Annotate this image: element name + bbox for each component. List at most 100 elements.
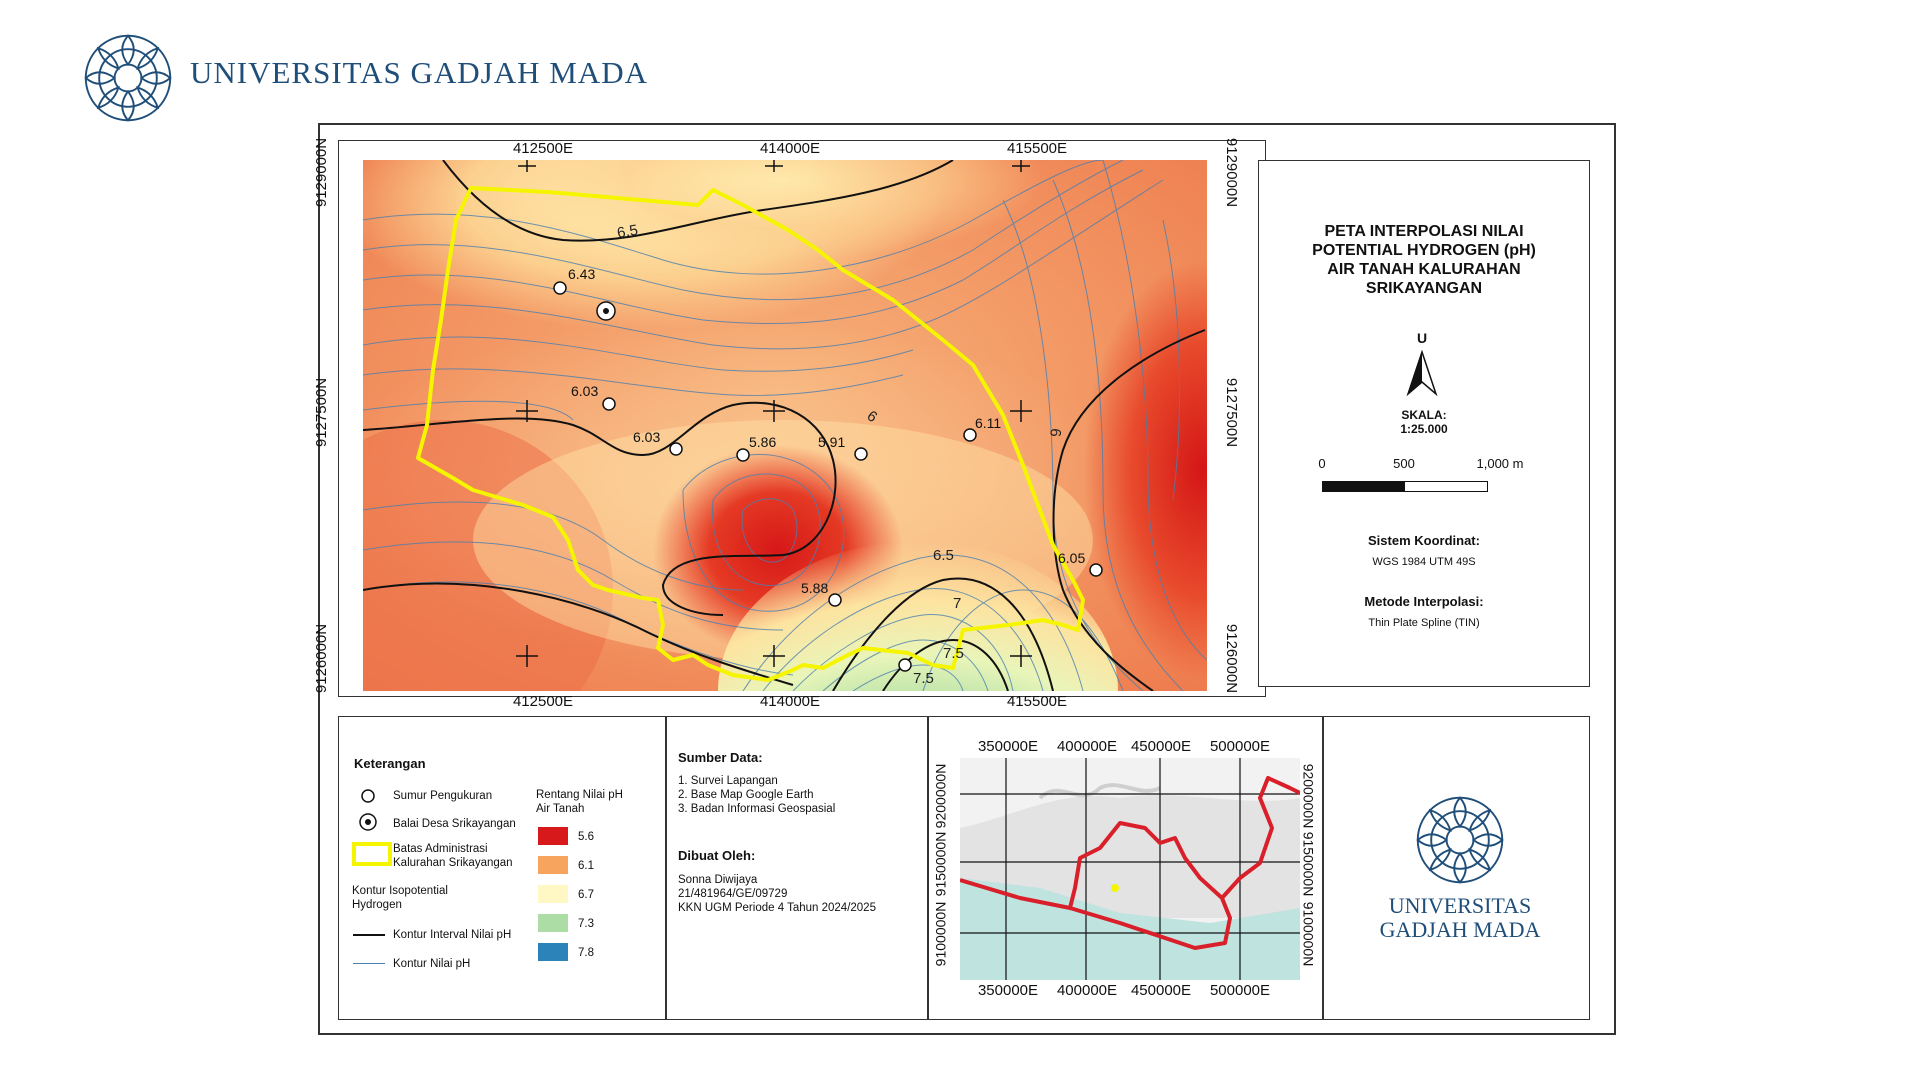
inset-coord-top: 350000E: [977, 738, 1039, 755]
scale-bar: [1404, 481, 1488, 492]
source-item: 1. Survei Lapangan: [678, 775, 778, 787]
bottom-panel: [338, 716, 1590, 1020]
sample-label: 6.03: [571, 383, 598, 399]
contour-label: 6: [1046, 428, 1064, 438]
sample-label: 5.86: [749, 434, 776, 450]
contour-value-line-icon: [353, 963, 385, 964]
coord-bottom: 412500E: [512, 693, 574, 710]
inset-coord-right: 9150000N: [1300, 831, 1317, 897]
sample-point: [736, 448, 750, 462]
scale-tick: 500: [1393, 456, 1415, 471]
well-symbol-icon: [361, 789, 375, 803]
sample-point: [669, 442, 683, 456]
university-name: UNIVERSITAS GADJAH MADA: [190, 55, 648, 90]
inset-coord-right: 9200000N: [1300, 763, 1317, 829]
sources-heading: Sumber Data:: [678, 750, 763, 765]
inset-coord-right: 9100000N: [1300, 901, 1317, 967]
boundary-symbol-icon: [352, 842, 392, 866]
legend-well: Sumur Pengukuran: [393, 790, 493, 802]
legend-contour-value: Kontur Nilai pH: [393, 958, 471, 970]
inset-coord-top: 500000E: [1209, 738, 1271, 755]
inset-coord-left: 9150000N: [932, 831, 949, 897]
coord-right: 9127500N: [1223, 377, 1241, 448]
contour-interval-line-icon: [353, 934, 385, 936]
legend-boundary: Batas Administrasi Kalurahan Srikayangan: [393, 843, 513, 869]
coord-top: 415500E: [1006, 140, 1068, 157]
footer-university-name: UNIVERSITAS GADJAH MADA: [1379, 893, 1541, 942]
sample-point: [898, 658, 912, 672]
study-area-marker: [1111, 884, 1119, 892]
range-swatch: [538, 943, 568, 961]
coord-bottom: 415500E: [1006, 693, 1068, 710]
contour-label: 7.5: [943, 645, 964, 662]
map-title: PETA INTERPOLASI NILAI POTENTIAL HYDROGE…: [1312, 223, 1536, 297]
divider: [927, 716, 929, 1020]
inset-coord-bottom: 350000E: [977, 982, 1039, 999]
inset-coord-top: 400000E: [1056, 738, 1118, 755]
coord-right: 9126000N: [1223, 623, 1241, 694]
crs-value: WGS 1984 UTM 49S: [1372, 556, 1476, 568]
village-hall-marker: [596, 301, 616, 321]
author-line: KKN UGM Periode 4 Tahun 2024/2025: [678, 902, 876, 914]
inset-coord-left: 9100000N: [932, 901, 949, 967]
contour-label: 6.5: [616, 222, 639, 242]
legend-contour-heading: Kontur Isopotential Hydrogen: [352, 885, 448, 911]
coord-left: 9129000N: [313, 137, 331, 208]
coord-top: 412500E: [512, 140, 574, 157]
coord-left: 9126000N: [313, 623, 331, 694]
crs-heading: Sistem Koordinat:: [1368, 533, 1480, 548]
village-hall-icon: [359, 813, 377, 831]
coord-bottom: 414000E: [759, 693, 821, 710]
legend-village-hall: Balai Desa Srikayangan: [393, 818, 516, 830]
method-value: Thin Plate Spline (TIN): [1368, 617, 1480, 629]
coord-top: 414000E: [759, 140, 821, 157]
range-label: 6.1: [578, 860, 594, 872]
divider: [665, 716, 667, 1020]
sample-point: [553, 281, 567, 295]
inset-coord-bottom: 400000E: [1056, 982, 1118, 999]
inset-coord-bottom: 500000E: [1209, 982, 1271, 999]
legend-range-heading: Rentang Nilai pH Air Tanah: [536, 789, 623, 815]
range-swatch: [538, 856, 568, 874]
title-panel: [1258, 160, 1590, 687]
inset-map: [960, 758, 1300, 980]
range-swatch: [538, 827, 568, 845]
inset-coord-left: 9200000N: [932, 763, 949, 829]
village-boundary: [416, 186, 1085, 682]
range-label: 7.3: [578, 918, 594, 930]
source-item: 3. Badan Informasi Geospasial: [678, 803, 836, 815]
contour-label: 7: [953, 595, 961, 612]
range-swatch: [538, 914, 568, 932]
sample-point: [1089, 563, 1103, 577]
sample-point: [602, 397, 616, 411]
coord-right: 9129000N: [1223, 137, 1241, 208]
north-label: U: [1416, 330, 1428, 346]
method-heading: Metode Interpolasi:: [1364, 594, 1484, 609]
sample-label: 6.03: [633, 429, 660, 445]
sample-label: 6.05: [1058, 550, 1085, 566]
source-item: 2. Base Map Google Earth: [678, 789, 814, 801]
divider: [1322, 716, 1324, 1020]
sample-point: [828, 593, 842, 607]
author-line: 21/481964/GE/09729: [678, 888, 788, 900]
province-boundary: [960, 776, 1300, 950]
sample-point: [963, 428, 977, 442]
range-swatch: [538, 885, 568, 903]
sample-label: 6.43: [568, 266, 595, 282]
range-label: 7.8: [578, 947, 594, 959]
inset-coord-top: 450000E: [1130, 738, 1192, 755]
sample-point: [854, 447, 868, 461]
scale-bar: [1322, 481, 1406, 492]
author-heading: Dibuat Oleh:: [678, 848, 756, 863]
range-label: 6.7: [578, 889, 594, 901]
contour-label: 6.5: [933, 547, 954, 564]
scale-tick: 1,000 m: [1476, 456, 1524, 471]
map-frame: [338, 140, 1266, 697]
legend-contour-interval: Kontur Interval Nilai pH: [393, 929, 512, 941]
author-line: Sonna Diwijaya: [678, 874, 758, 886]
range-label: 5.6: [578, 831, 594, 843]
main-map: 6.5 6 6 6.5 7 7.5 7.5 6.43 6.03: [363, 160, 1207, 691]
coord-left: 9127500N: [313, 377, 331, 448]
scale-label: SKALA: 1:25.000: [1400, 408, 1448, 436]
legend-title: Keterangan: [354, 756, 426, 771]
